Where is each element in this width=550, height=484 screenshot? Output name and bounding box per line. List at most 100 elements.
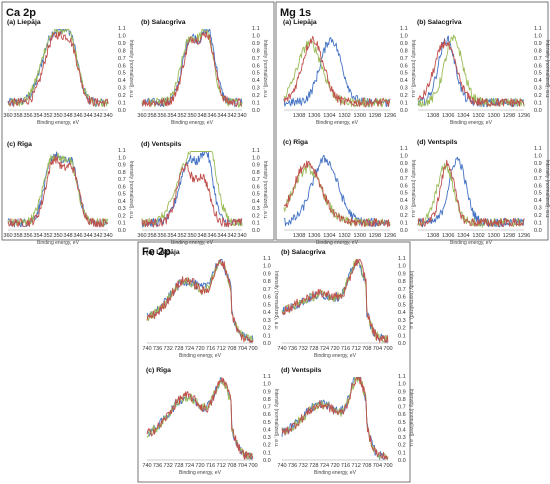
x-tick-label: 1302	[472, 233, 484, 239]
y-tick-label: 1.1	[118, 148, 126, 154]
panel-title: (a) Liepāja	[7, 19, 41, 26]
y-axis-label: Intensity (normalized), a.u.	[273, 271, 279, 330]
series-line-green	[283, 164, 391, 228]
x-tick-label: 724	[320, 463, 329, 469]
y-tick-label: 0.1	[534, 101, 542, 107]
x-tick-label: 700	[383, 346, 392, 352]
group-title: Fe 2p	[142, 246, 171, 258]
y-tick-label: 0.6	[263, 412, 271, 418]
panel-title: (b) Salacgrīva	[141, 19, 186, 26]
y-tick-label: 0.7	[118, 177, 126, 183]
x-tick-label: 1296	[518, 113, 530, 119]
x-axis-label: Binding energy, eV	[37, 120, 80, 126]
x-tick-label: 716	[206, 463, 215, 469]
x-tick-label: 736	[288, 346, 297, 352]
x-tick-label: 1298	[503, 233, 515, 239]
y-axis-label: Intensity (normalized), a.u.	[544, 160, 550, 219]
y-tick-label: 0.5	[400, 71, 408, 77]
x-tick-label: 736	[153, 346, 162, 352]
x-tick-label: 728	[174, 346, 183, 352]
panel-title: (a) Liepāja	[283, 19, 317, 26]
x-tick-label: 708	[362, 346, 371, 352]
y-tick-label: 0.5	[534, 71, 542, 77]
y-tick-label: 0.2	[263, 443, 271, 449]
x-tick-label: 354	[167, 113, 176, 119]
y-tick-label: 0.5	[252, 192, 260, 198]
x-tick-label: 708	[227, 346, 236, 352]
y-tick-label: 0.9	[534, 41, 542, 47]
y-tick-label: 0.1	[400, 221, 408, 227]
x-tick-label: 704	[373, 346, 382, 352]
x-tick-label: 704	[238, 463, 247, 469]
y-tick-label: 0.3	[252, 86, 260, 92]
x-tick-label: 732	[299, 346, 308, 352]
y-tick-label: 0.2	[400, 93, 408, 99]
x-tick-label: 1306	[308, 233, 320, 239]
x-tick-label: 346	[207, 233, 216, 239]
y-tick-label: 0.9	[263, 271, 271, 277]
x-tick-label: 716	[341, 463, 350, 469]
x-tick-label: 350	[187, 113, 196, 119]
x-tick-label: 350	[187, 233, 196, 239]
y-tick-label: 0.1	[263, 333, 271, 339]
series-line-red	[417, 159, 525, 228]
y-tick-label: 1.0	[534, 33, 542, 39]
y-tick-label: 0.1	[534, 221, 542, 227]
y-tick-label: 0.2	[252, 213, 260, 219]
x-tick-label: 354	[33, 113, 42, 119]
y-tick-label: 0.4	[400, 198, 408, 204]
y-tick-label: 0.7	[263, 405, 271, 411]
x-tick-label: 724	[185, 346, 194, 352]
y-tick-label: 0.6	[534, 63, 542, 69]
x-tick-label: 1308	[293, 233, 305, 239]
y-tick-label: 0.5	[252, 71, 260, 77]
x-tick-label: 740	[142, 463, 151, 469]
y-tick-label: 0.2	[534, 93, 542, 99]
x-tick-label: 736	[153, 463, 162, 469]
panel-title: (c) Rīga	[7, 141, 32, 148]
y-tick-label: 0.3	[534, 206, 542, 212]
y-tick-label: 0.7	[118, 56, 126, 62]
x-tick-label: 346	[73, 233, 82, 239]
x-tick-label: 732	[299, 463, 308, 469]
series-line-red	[146, 259, 254, 343]
y-axis-label: Intensity (normalized), a.u.	[262, 161, 268, 220]
x-tick-label: 360	[3, 113, 12, 119]
x-tick-label: 350	[53, 233, 62, 239]
y-tick-label: 0.7	[534, 176, 542, 182]
x-tick-label: 356	[157, 113, 166, 119]
x-axis-label: Binding energy, eV	[450, 240, 493, 246]
x-tick-label: 712	[352, 346, 361, 352]
x-tick-label: 340	[103, 233, 112, 239]
y-tick-label: 0.0	[118, 108, 126, 114]
series-line-red	[281, 377, 389, 460]
x-tick-label: 350	[53, 113, 62, 119]
y-tick-label: 1.0	[118, 155, 126, 161]
x-tick-label: 348	[197, 113, 206, 119]
x-tick-label: 352	[43, 113, 52, 119]
y-tick-label: 1.0	[252, 33, 260, 39]
series-line-blue	[141, 151, 243, 228]
x-tick-label: 712	[352, 463, 361, 469]
y-tick-label: 0.7	[263, 287, 271, 293]
x-tick-label: 346	[73, 113, 82, 119]
y-tick-label: 0.8	[398, 279, 406, 285]
x-tick-label: 1304	[323, 113, 335, 119]
y-tick-label: 0.6	[263, 295, 271, 301]
series-line-blue	[417, 156, 525, 228]
x-tick-label: 354	[33, 233, 42, 239]
x-tick-label: 1304	[457, 113, 469, 119]
y-tick-label: 0.2	[400, 213, 408, 219]
y-tick-label: 1.1	[118, 26, 126, 32]
y-tick-label: 0.8	[252, 48, 260, 54]
y-tick-label: 1.1	[398, 374, 406, 380]
y-tick-label: 0.0	[534, 228, 542, 234]
y-tick-label: 0.3	[400, 86, 408, 92]
x-tick-label: 700	[383, 463, 392, 469]
y-tick-label: 1.0	[398, 264, 406, 270]
x-tick-label: 720	[330, 346, 339, 352]
